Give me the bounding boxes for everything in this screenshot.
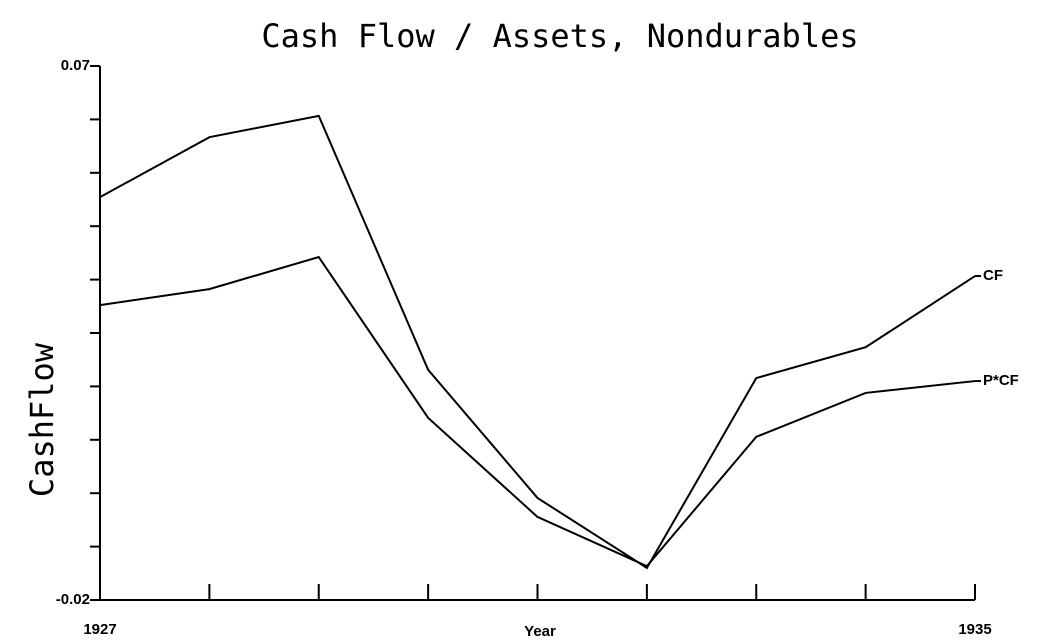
line [99,255,976,568]
line [99,114,976,570]
x-tick-label: 1927 [83,621,116,638]
legend-label: CF [983,267,1003,284]
x-axis-label: Year [524,623,556,640]
y-tick-label: -0.02 [56,591,90,608]
legend-label: P*CF [983,372,1019,389]
x-tick-label: 1935 [958,621,991,638]
y-tick-label: 0.07 [61,57,90,74]
y-axis-label: CashFlow [23,342,61,497]
chart-title: Cash Flow / Assets, Nondurables [261,17,858,55]
